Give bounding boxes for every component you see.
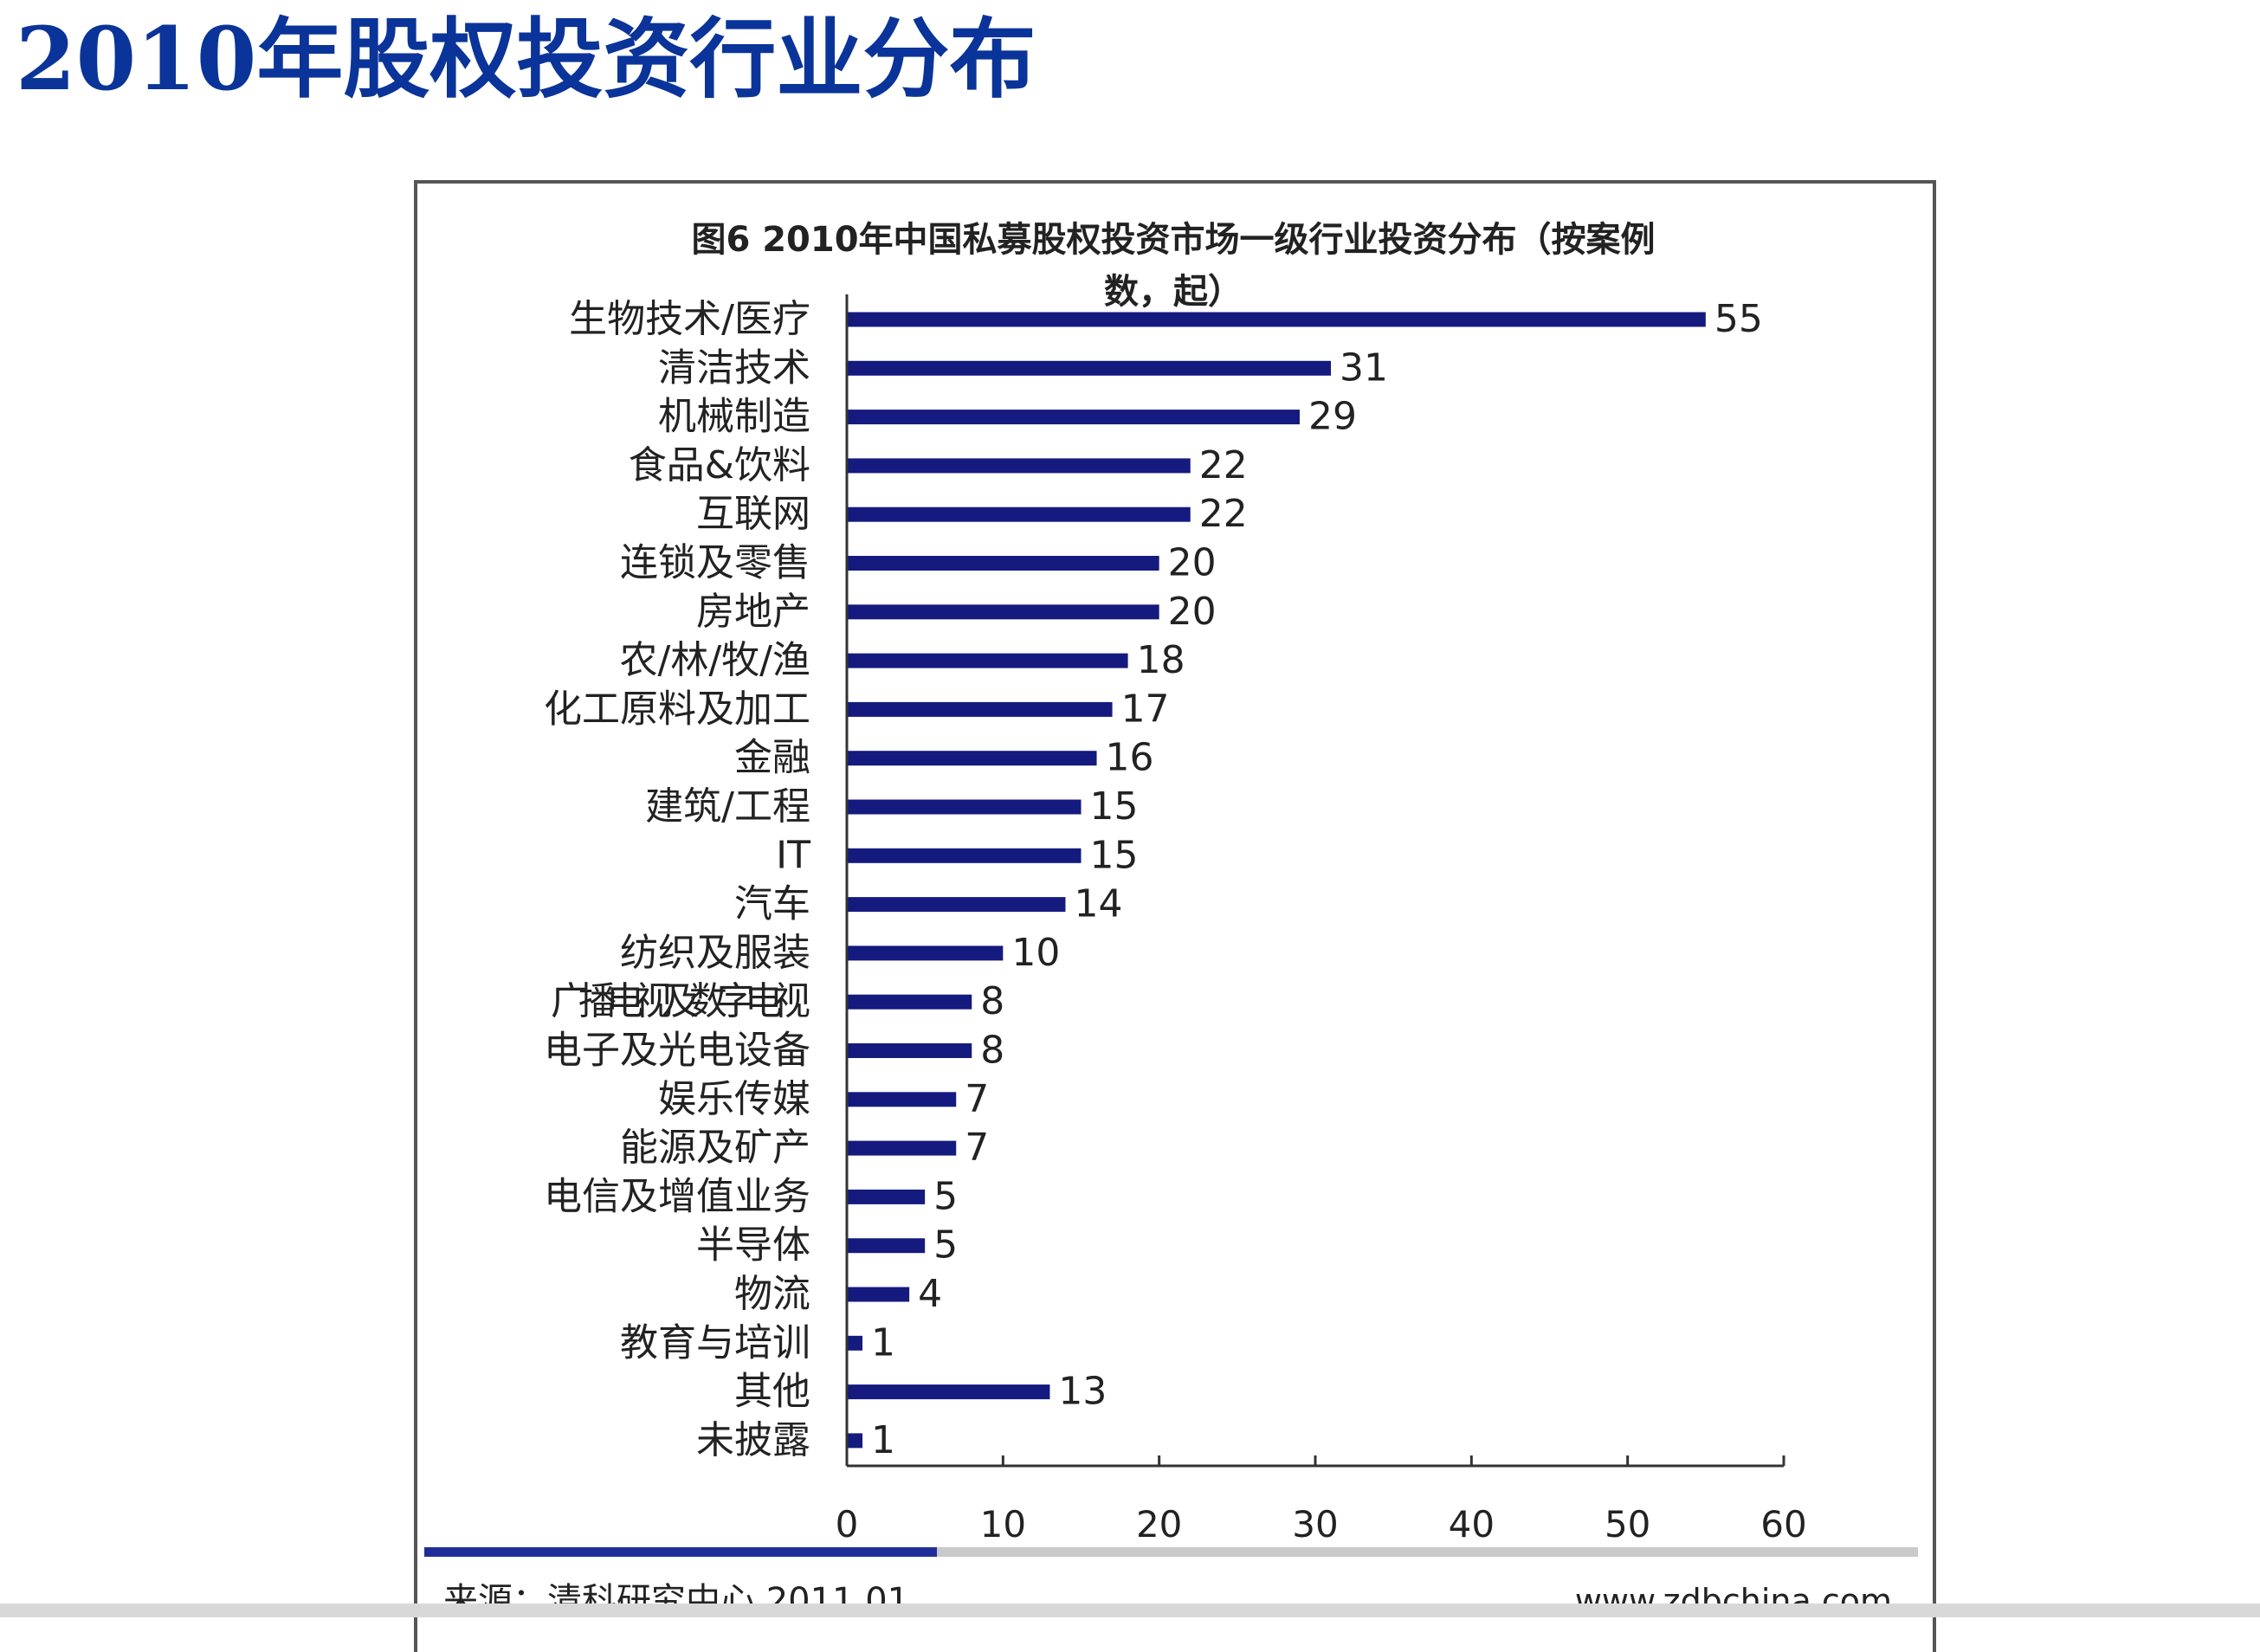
bottom-strip <box>0 1604 2260 1617</box>
x-tick-label: 0 <box>836 1503 859 1546</box>
bar-value-label: 16 <box>1106 736 1154 780</box>
bar <box>847 1092 957 1107</box>
category-label: 半导体 <box>696 1223 810 1268</box>
category-label: 金融 <box>734 736 810 780</box>
bar <box>847 458 1191 474</box>
chart-frame <box>414 180 1936 1652</box>
category-label: IT <box>776 833 810 877</box>
bar <box>847 1043 972 1058</box>
x-tick-label: 20 <box>1136 1503 1182 1546</box>
bars: 55生物技术/医疗31清洁技术29机械制造22食品&饮料22互联网20连锁及零售… <box>544 297 1763 1462</box>
bar <box>847 751 1097 766</box>
bar <box>847 1140 957 1156</box>
bar-value-label: 7 <box>965 1126 989 1170</box>
bar-value-label: 5 <box>933 1223 958 1268</box>
category-label: 未披露 <box>696 1418 810 1462</box>
category-label: 化工原料及加工 <box>544 687 810 731</box>
category-label: 纺织及服装 <box>620 931 810 975</box>
bar <box>847 604 1159 620</box>
x-tick-label: 10 <box>980 1503 1026 1546</box>
chart-title-line: 数，起） <box>1104 272 1243 312</box>
category-label: 娱乐传媒 <box>658 1077 810 1121</box>
category-label: 电信及增值业务 <box>544 1174 810 1218</box>
source-rule <box>424 1547 1918 1557</box>
bar <box>847 556 1159 571</box>
bar <box>847 945 1004 961</box>
x-axis: 0 10 20 30 40 50 60 <box>836 294 1807 1546</box>
bar-value-label: 5 <box>933 1174 958 1218</box>
bar <box>847 799 1082 815</box>
bar <box>847 653 1128 668</box>
x-tick-label: 50 <box>1605 1503 1650 1546</box>
category-label: 能源及矿产 <box>620 1126 810 1170</box>
bar-value-label: 10 <box>1011 931 1060 975</box>
category-label: 广播电视及数字电视 <box>551 979 810 1023</box>
bar-value-label: 15 <box>1090 784 1139 829</box>
bar-value-label: 4 <box>918 1272 942 1316</box>
bar-value-label: 18 <box>1137 638 1185 682</box>
bar-value-label: 8 <box>980 1029 1004 1073</box>
x-tick-label: 40 <box>1449 1503 1495 1546</box>
bar-value-label: 8 <box>980 979 1004 1023</box>
bar-value-label: 29 <box>1308 395 1357 439</box>
bar <box>847 507 1191 522</box>
bar-value-label: 1 <box>871 1418 895 1462</box>
bar-value-label: 22 <box>1199 443 1248 487</box>
bar <box>847 897 1066 913</box>
bar-value-label: 17 <box>1121 687 1170 731</box>
bar-value-label: 20 <box>1168 541 1217 585</box>
category-label: 连锁及零售 <box>620 541 810 585</box>
bar-value-label: 15 <box>1090 833 1139 877</box>
category-label: 清洁技术 <box>658 345 810 390</box>
bar-value-label: 14 <box>1074 882 1122 926</box>
category-label: 汽车 <box>734 882 810 926</box>
bar-value-label: 55 <box>1714 297 1763 341</box>
bar <box>847 410 1300 425</box>
category-label: 食品&饮料 <box>629 443 810 487</box>
bar-value-label: 22 <box>1199 492 1248 536</box>
category-label: 教育与培训 <box>620 1320 810 1365</box>
category-label: 房地产 <box>696 590 810 634</box>
bar <box>847 1189 926 1204</box>
x-tick-label: 30 <box>1292 1503 1338 1546</box>
bar <box>847 848 1082 863</box>
bar <box>847 312 1706 327</box>
category-label: 机械制造 <box>658 395 810 439</box>
bar <box>847 1433 863 1449</box>
bar-value-label: 31 <box>1340 345 1388 390</box>
category-label: 其他 <box>734 1370 810 1414</box>
bar <box>847 1287 910 1302</box>
bar <box>847 360 1332 376</box>
page-title: 2010年股权投资行业分布 <box>16 8 1036 110</box>
bar-value-label: 1 <box>871 1320 895 1365</box>
bar <box>847 1238 926 1254</box>
category-label: 互联网 <box>696 492 810 536</box>
category-label: 电子及光电设备 <box>544 1029 810 1073</box>
category-label: 农/林/牧/渔 <box>620 638 810 682</box>
bar-value-label: 13 <box>1058 1370 1107 1414</box>
chart-title-line: 图6 2010年中国私募股权投资市场一级行业投资分布（按案例 <box>691 220 1655 260</box>
x-tick-label: 60 <box>1760 1503 1806 1546</box>
bar-value-label: 20 <box>1168 590 1217 634</box>
category-label: 建筑/工程 <box>645 784 810 829</box>
bar <box>847 701 1113 717</box>
bar-value-label: 7 <box>965 1077 989 1121</box>
bar <box>847 994 972 1010</box>
bar <box>847 1335 863 1351</box>
category-label: 物流 <box>734 1272 810 1316</box>
category-label: 生物技术/医疗 <box>569 297 810 341</box>
source-rule-accent <box>424 1547 937 1557</box>
bar <box>847 1384 1050 1400</box>
